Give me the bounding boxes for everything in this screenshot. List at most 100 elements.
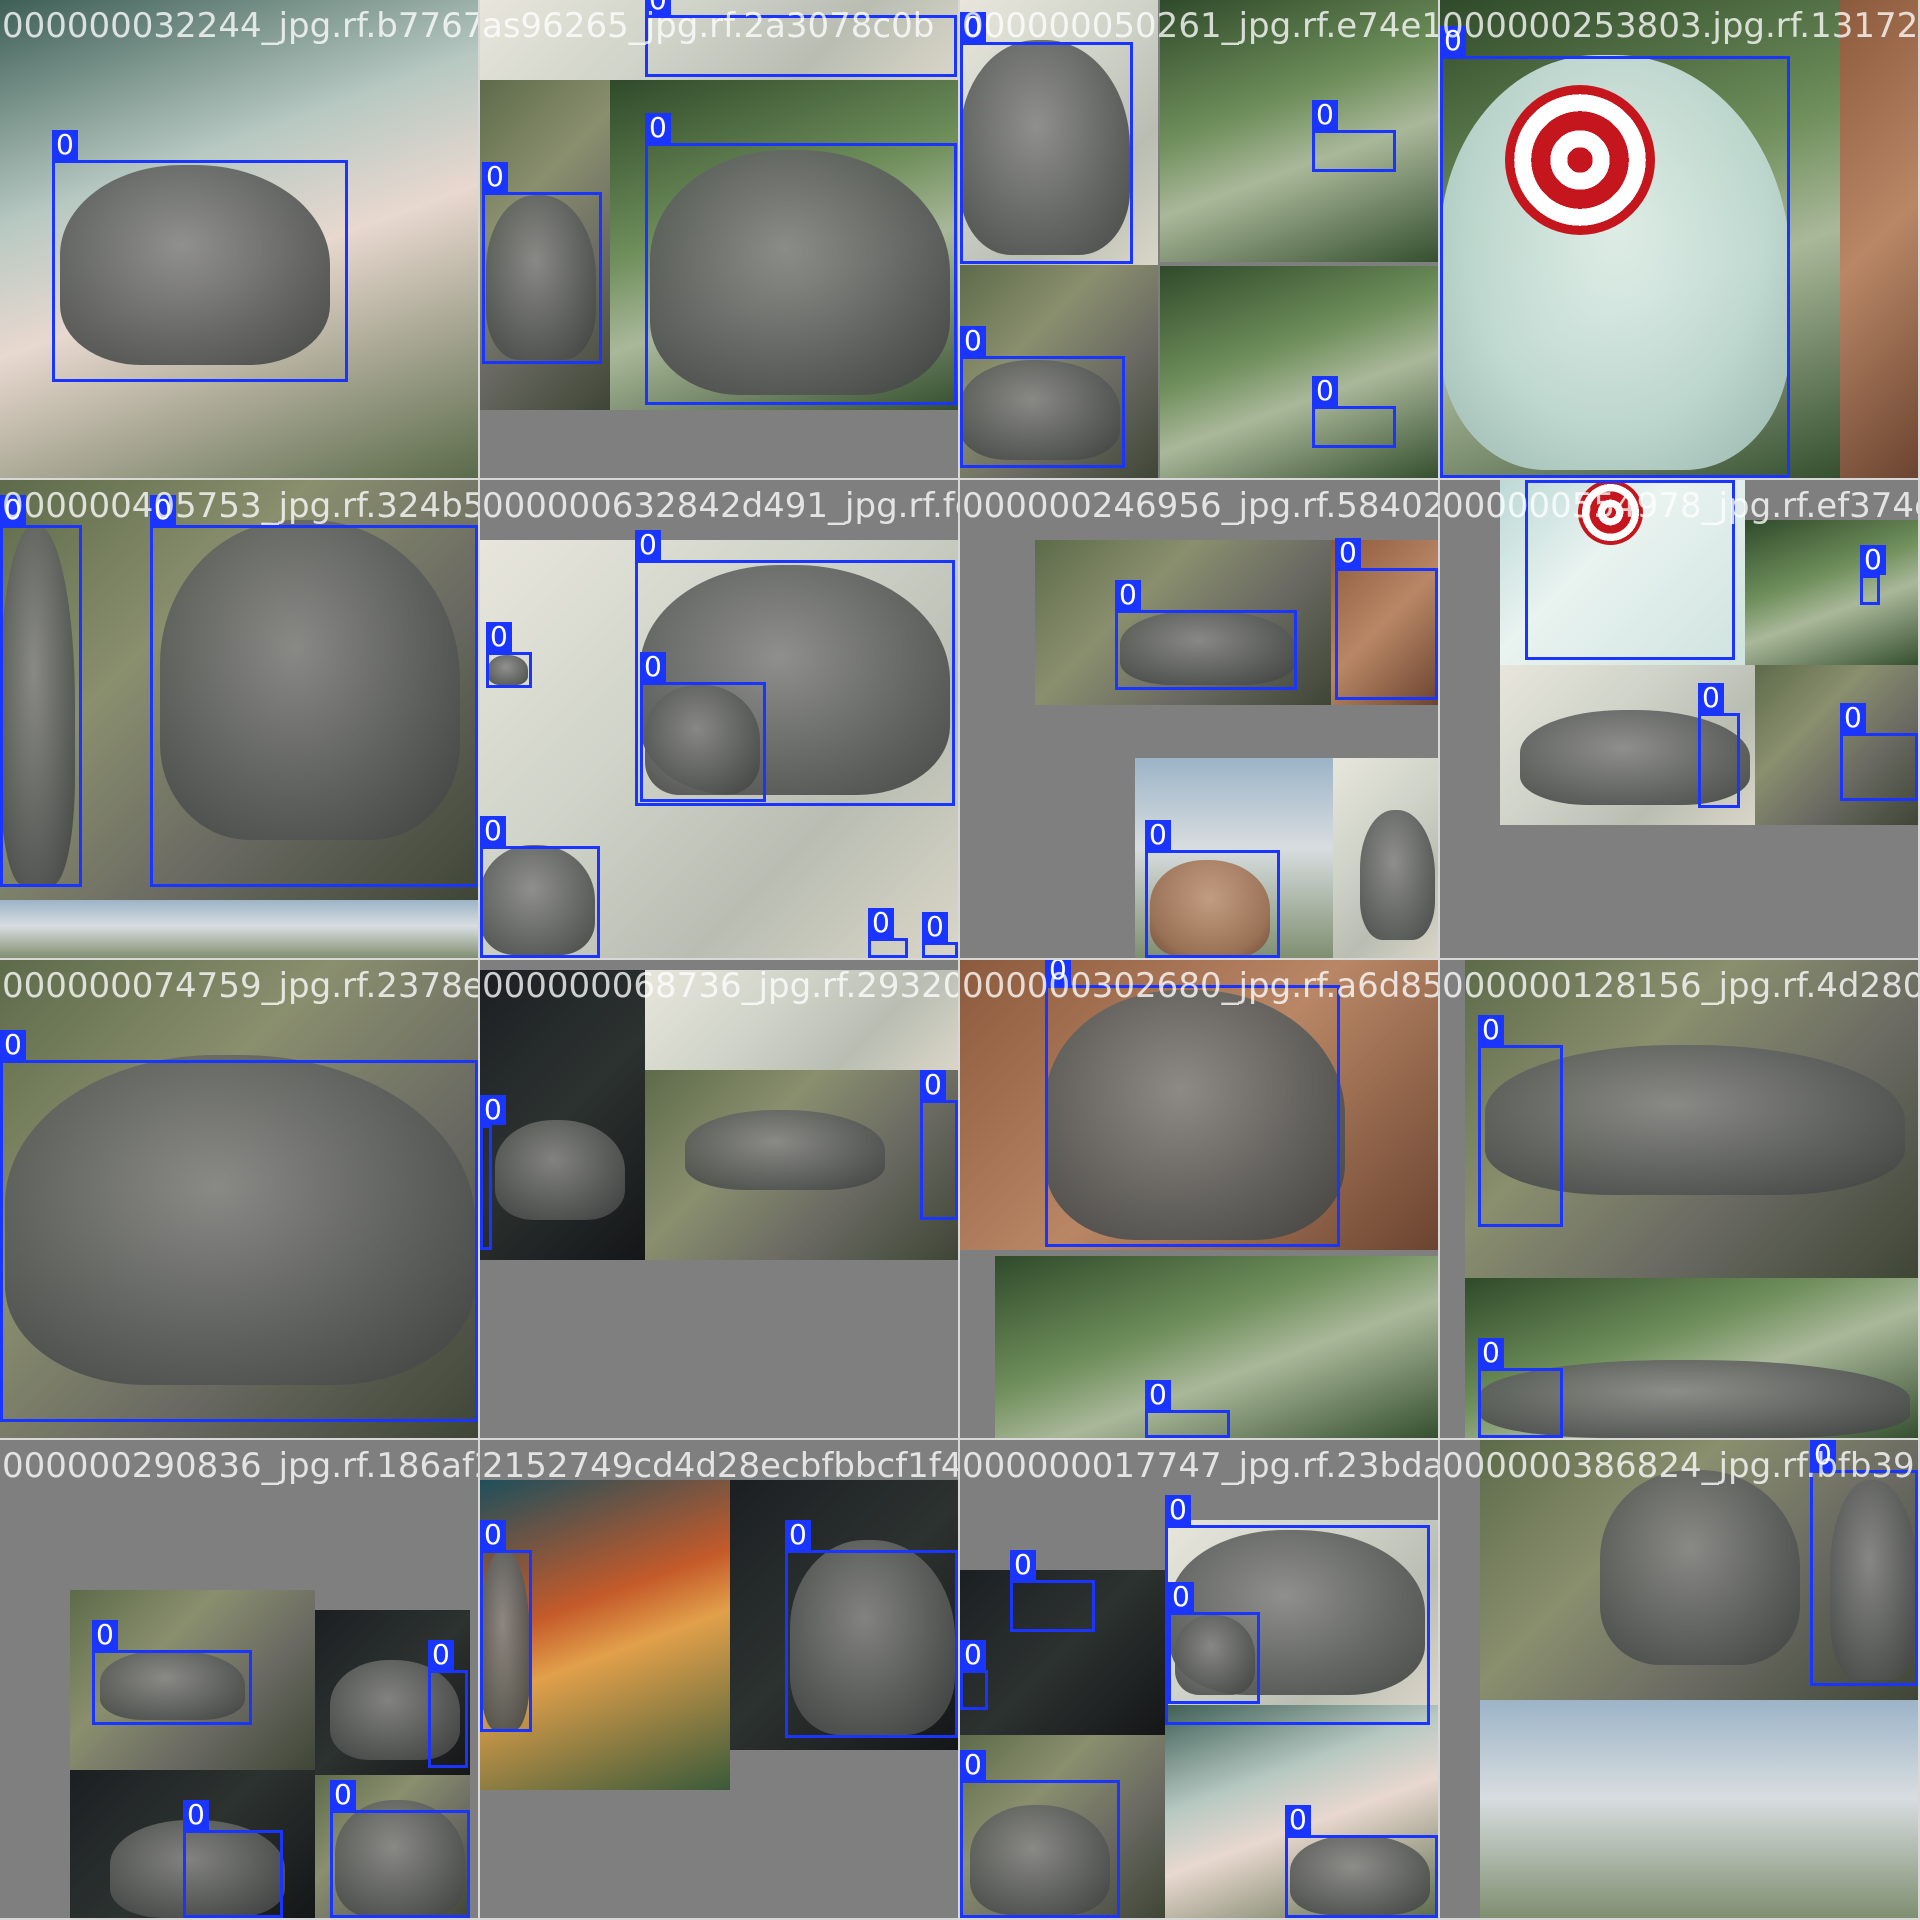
tile-10: 0 0 000000068736_jpg.rf.293201: [480, 960, 958, 1438]
bounding-box: 0: [1440, 26, 1790, 478]
tile-filename: 000000074759_jpg.rf.2378e: [2, 966, 478, 1006]
class-label: 0: [645, 0, 671, 15]
bounding-box: 0: [0, 1030, 478, 1422]
class-label: 0: [640, 652, 666, 682]
tile-2: 0 0 0 as96265_jpg.rf.2a3078c0b: [480, 0, 958, 478]
tile-8: 0 0 0 0 000000554978_jpg.rf.ef374e: [1440, 480, 1918, 958]
bounding-box: 0: [960, 326, 1125, 468]
bounding-box: 0: [1045, 960, 1340, 1247]
bounding-box: 0: [1335, 538, 1438, 700]
class-label: 0: [0, 1030, 26, 1060]
bounding-box: 0: [150, 495, 478, 887]
tile-4: 0 000000253803.jpg.rf.13172: [1440, 0, 1918, 478]
bounding-box: 0: [1840, 703, 1918, 801]
class-label: 0: [960, 326, 986, 356]
tile-filename: 000000032244_jpg.rf.b7767a9a6d2e05f1b5e2…: [2, 6, 478, 46]
bounding-box: 0: [0, 495, 82, 887]
class-label: 0: [1145, 1380, 1171, 1410]
class-label: 0: [1860, 545, 1886, 575]
bounding-box: 0: [1810, 1440, 1918, 1686]
elephant: [1290, 1835, 1430, 1915]
tile-11: 0 0 000000302680_jpg.rf.a6d85: [960, 960, 1438, 1438]
bounding-box: 0: [1165, 1495, 1430, 1725]
class-label: 0: [922, 912, 948, 942]
image-fragment: [1480, 1700, 1918, 1918]
elephant: [1480, 1360, 1910, 1438]
class-label: 0: [480, 1520, 506, 1550]
bounding-box: 0: [480, 816, 600, 958]
class-label: 0: [785, 1520, 811, 1550]
bounding-box: 0: [1312, 376, 1396, 448]
class-label: 0: [1478, 1015, 1504, 1045]
class-label: 0: [1840, 703, 1866, 733]
elephant: [1600, 1470, 1800, 1665]
bounding-box: 0: [330, 1780, 470, 1918]
class-label: 0: [960, 12, 986, 42]
class-label: 0: [92, 1620, 118, 1650]
class-label: 0: [1335, 538, 1361, 568]
class-label: 0: [1312, 376, 1338, 406]
class-label: 0: [482, 162, 508, 192]
tile-filename: 2152749cd4d28ecbfbbcf1f47b024a7_jpg.rf.2…: [482, 1446, 958, 1486]
elephant: [1485, 1045, 1905, 1195]
elephant: [790, 1540, 955, 1735]
bounding-box: 0: [1478, 1015, 1563, 1227]
tile-filename: 000000302680_jpg.rf.a6d85: [962, 966, 1438, 1006]
bounding-box: 0: [92, 1620, 252, 1725]
elephant: [160, 520, 460, 840]
target-logo: [1505, 85, 1655, 235]
elephant: [330, 1660, 460, 1760]
image-fragment: [1840, 0, 1918, 478]
bounding-box: 0: [1010, 1550, 1095, 1632]
elephant: [1520, 710, 1750, 805]
elephant-trunk: [1045, 990, 1345, 1240]
image-fragment: [480, 0, 958, 80]
elephant: [110, 1820, 285, 1918]
class-label: 0: [480, 1095, 506, 1125]
bounding-box: 0: [486, 622, 532, 688]
class-label: 0: [1010, 1550, 1036, 1580]
elephant: [100, 1650, 245, 1720]
image-fragment: [1160, 266, 1438, 478]
image-fragment: [0, 900, 478, 958]
elephant: [5, 1055, 475, 1385]
elephant: [1360, 810, 1435, 940]
class-label: 0: [1478, 1338, 1504, 1368]
bounding-box: 0: [52, 130, 348, 382]
elephant: [960, 40, 1130, 255]
class-label: 0: [960, 1750, 986, 1780]
bounding-box: 0: [645, 113, 957, 405]
target-logo: [1578, 480, 1643, 545]
class-label: 0: [1698, 683, 1724, 713]
class-label: 0: [330, 1780, 356, 1810]
bounding-box: 0: [1525, 480, 1735, 660]
class-label: 0: [1165, 1495, 1191, 1525]
elephant: [685, 1110, 885, 1190]
tile-filename: 000000017747_jpg.rf.23bda31f56: [962, 1446, 1438, 1486]
bounding-box: 0: [1860, 545, 1886, 605]
bounding-box: 0: [920, 1070, 958, 1220]
tile-filename: 000000290836_jpg.rf.186af2: [2, 1446, 478, 1486]
class-label: 0: [1115, 580, 1141, 610]
class-label: 0: [960, 1640, 986, 1670]
bounding-box: 0: [960, 12, 1133, 264]
tile-filename: as96265_jpg.rf.2a3078c0b: [482, 6, 935, 46]
tile-12: 0 0 000000128156_jpg.rf.4d280: [1440, 960, 1918, 1438]
bounding-box: 0: [1312, 100, 1396, 172]
elephant: [495, 1120, 625, 1220]
tile-7: 0 0 0 000000246956_jpg.rf.5840208: [960, 480, 1438, 958]
tile-13: 0 0 0 0 000000290836_jpg.rf.186af2: [0, 1440, 478, 1918]
class-label: 0: [183, 1800, 209, 1830]
bounding-box: 0: [960, 1750, 1120, 1918]
tile-filename: 000000386824_jpg.rf.bfb39: [1442, 1446, 1915, 1486]
class-label: 0: [486, 622, 512, 652]
tile-3: 0 0 0 0 000000050261_jpg.rf.e74e1: [960, 0, 1438, 478]
elephant: [650, 150, 950, 395]
tile-filename: 000000405753_jpg.rf.324b5: [2, 486, 478, 526]
elephant: [0, 525, 75, 885]
elephant: [488, 655, 528, 685]
elephant: [960, 360, 1120, 460]
class-label: 0: [868, 908, 894, 938]
bounding-box: 0: [183, 1800, 283, 1918]
